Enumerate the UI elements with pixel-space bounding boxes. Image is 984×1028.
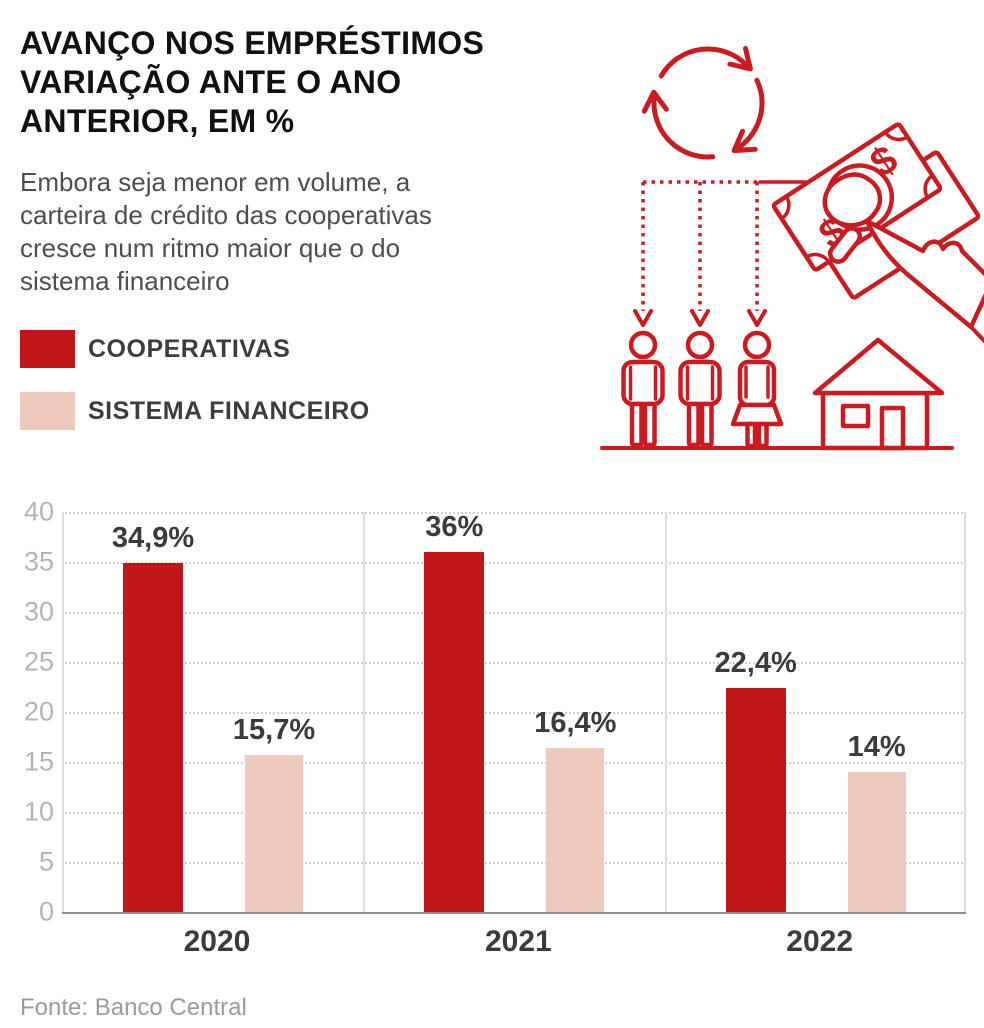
subtitle: Embora seja menor em volume, a carteira … — [20, 166, 432, 298]
finger — [827, 226, 863, 264]
y-tick-label: 30 — [23, 596, 54, 627]
legend-label-cooperativas: COOPERATIVAS — [88, 334, 291, 363]
gridline — [62, 612, 966, 614]
cycle-arrows-icon — [641, 46, 765, 160]
panel-separator — [664, 512, 667, 912]
person-icon-woman — [730, 330, 784, 449]
bar-value-label: 14% — [847, 731, 906, 763]
gridline — [62, 712, 966, 714]
people-icon — [621, 330, 784, 449]
gridline — [62, 662, 966, 664]
person-icon — [621, 330, 665, 448]
bar-chart: 0 5 10 15 20 25 30 35 40 34,9% 15,7% 2020 36% 16,4% 20… — [0, 495, 984, 965]
bar-value-label: 16,4% — [534, 707, 617, 739]
panel-separator — [363, 512, 366, 912]
x-axis-label-2021: 2021 — [484, 925, 552, 958]
title-line-2: VARIAÇÃO ANTE O ANO — [20, 64, 402, 100]
bar-cooperativas-2020 — [123, 563, 183, 912]
bar-sistema-financeiro-2022 — [847, 772, 906, 912]
bar-value-label: 34,9% — [111, 522, 195, 554]
subtitle-line-2: carteira de crédito das cooperativas — [20, 200, 432, 230]
person-icon — [678, 330, 722, 448]
y-tick-label: 0 — [38, 896, 54, 927]
bar-sistema-financeiro-2021 — [546, 748, 605, 912]
legend-item-cooperativas: COOPERATIVAS — [20, 330, 290, 368]
credit-cycle-illustration: $ $ — [600, 46, 984, 451]
bar-value-label: 22,4% — [714, 647, 797, 679]
subtitle-line-4: sistema financeiro — [20, 266, 230, 296]
y-tick-label: 10 — [23, 796, 54, 827]
bar-value-label: 15,7% — [232, 714, 316, 746]
y-tick-label: 15 — [23, 746, 54, 777]
gridline — [62, 812, 966, 814]
gridline — [62, 562, 966, 564]
house-icon — [812, 337, 945, 451]
x-axis-label-2020: 2020 — [183, 925, 251, 958]
bar-value-label: 36% — [425, 511, 484, 543]
y-tick-label: 40 — [23, 496, 54, 527]
money-hand-icon: $ $ — [771, 122, 984, 344]
y-tick-label: 25 — [23, 646, 54, 677]
gridline — [62, 862, 966, 864]
plot-right-border — [964, 512, 966, 912]
legend-swatch-sistema-financeiro — [20, 392, 75, 430]
y-tick-label: 20 — [23, 696, 54, 727]
legend-swatch-cooperativas — [20, 330, 75, 368]
y-tick-label: 35 — [23, 546, 54, 577]
thumb — [822, 172, 883, 228]
gridline — [62, 512, 966, 514]
subtitle-line-3: cresce num ritmo maior que o do — [20, 233, 401, 263]
plot-left-border — [62, 512, 64, 912]
bar-cooperativas-2021 — [424, 552, 485, 912]
title-line-3: ANTERIOR, EM % — [20, 103, 295, 139]
x-axis-label-2022: 2022 — [786, 925, 854, 958]
y-tick-label: 5 — [38, 846, 54, 877]
hand — [864, 218, 984, 330]
gridline — [62, 762, 966, 764]
source-note: Fonte: Banco Central — [20, 994, 247, 1021]
page-title: AVANÇO NOS EMPRÉSTIMOS VARIAÇÃO ANTE O A… — [20, 24, 484, 141]
title-line-1: AVANÇO NOS EMPRÉSTIMOS — [20, 25, 485, 61]
subtitle-line-1: Embora seja menor em volume, a — [20, 167, 411, 197]
x-axis-baseline — [62, 912, 966, 914]
bar-cooperativas-2022 — [725, 688, 786, 912]
legend-item-sistema-financeiro: SISTEMA FINANCEIRO — [20, 392, 370, 430]
bar-sistema-financeiro-2020 — [245, 755, 303, 912]
distribution-arrows-icon — [633, 180, 807, 327]
legend-label-sistema-financeiro: SISTEMA FINANCEIRO — [88, 396, 370, 425]
